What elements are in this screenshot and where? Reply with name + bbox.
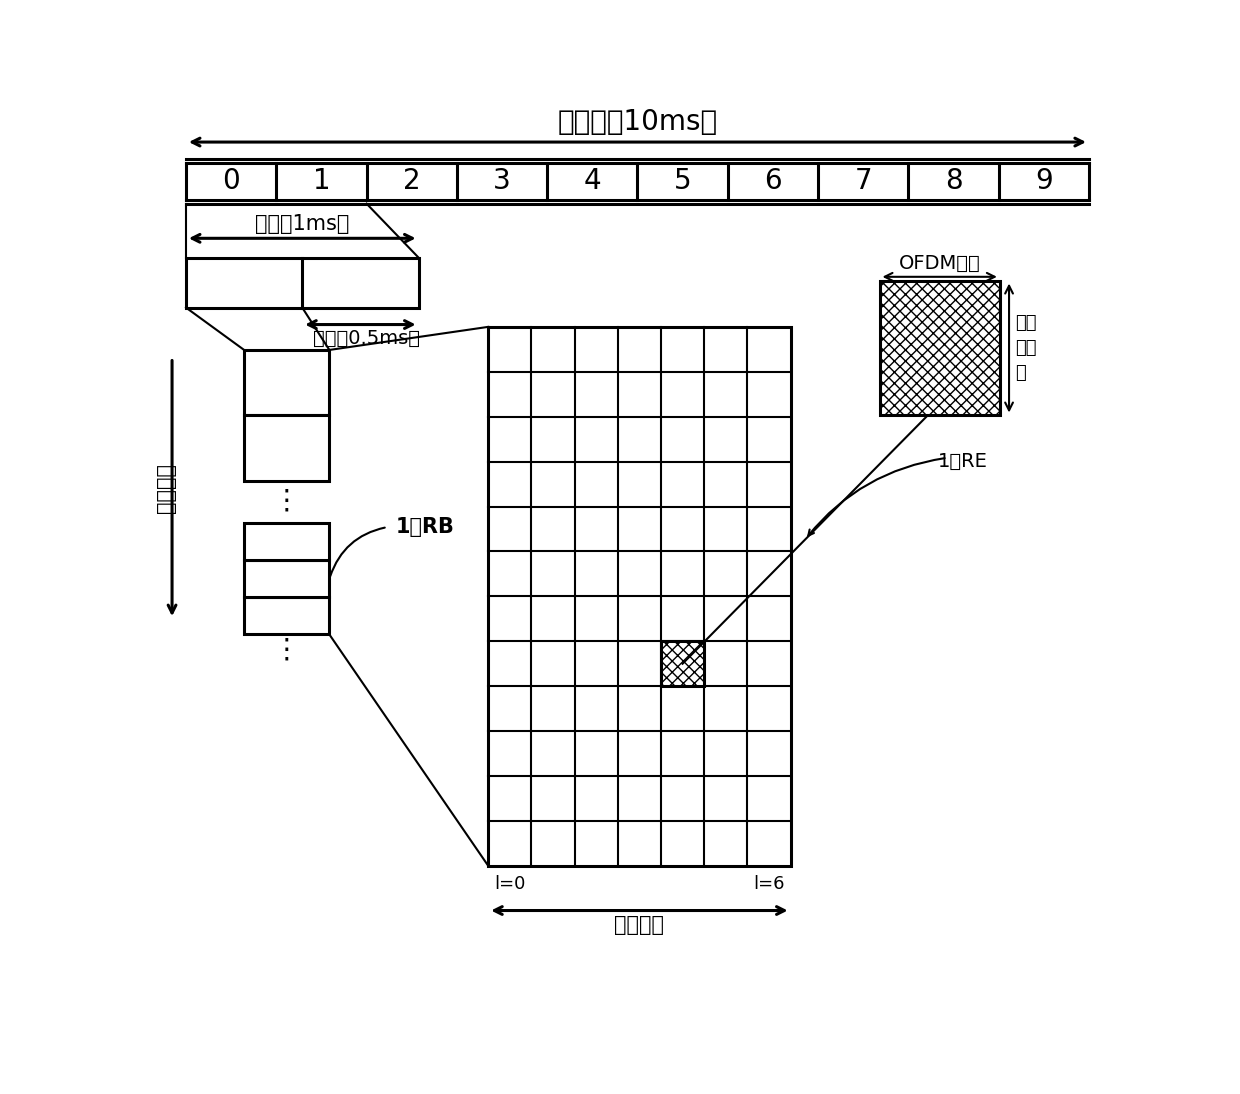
Bar <box>244 523 330 560</box>
Text: OFDM符号: OFDM符号 <box>899 254 981 274</box>
Text: 8: 8 <box>945 167 962 196</box>
Text: 1个RE: 1个RE <box>937 452 988 472</box>
Bar <box>489 327 791 865</box>
Bar <box>244 597 330 635</box>
Text: 子帧（1ms）: 子帧（1ms） <box>255 213 350 234</box>
Bar <box>244 350 330 416</box>
Text: 3: 3 <box>494 167 511 196</box>
Text: 9: 9 <box>1035 167 1053 196</box>
Text: 6: 6 <box>764 167 781 196</box>
Text: 1个RB: 1个RB <box>396 517 454 537</box>
Bar <box>879 281 999 416</box>
Text: l=0: l=0 <box>495 875 526 893</box>
Bar <box>186 257 419 307</box>
Text: 频域维度: 频域维度 <box>156 464 176 513</box>
Bar <box>661 641 704 686</box>
Text: l=6: l=6 <box>753 875 785 893</box>
Text: 5: 5 <box>673 167 692 196</box>
Text: 4: 4 <box>584 167 601 196</box>
Text: 0: 0 <box>222 167 241 196</box>
Text: 时隙（0.5ms）: 时隙（0.5ms） <box>312 329 419 348</box>
Bar <box>244 560 330 597</box>
Text: 无线帧（10ms）: 无线帧（10ms） <box>557 108 718 136</box>
Text: ⋮: ⋮ <box>273 636 300 664</box>
Text: 7: 7 <box>854 167 872 196</box>
Text: ⋮: ⋮ <box>273 486 300 514</box>
Text: 1: 1 <box>312 167 330 196</box>
Bar <box>244 416 330 481</box>
Text: 时间维度: 时间维度 <box>614 916 665 935</box>
Text: 子载
波间
隔: 子载 波间 隔 <box>1016 314 1037 382</box>
Text: 2: 2 <box>403 167 420 196</box>
